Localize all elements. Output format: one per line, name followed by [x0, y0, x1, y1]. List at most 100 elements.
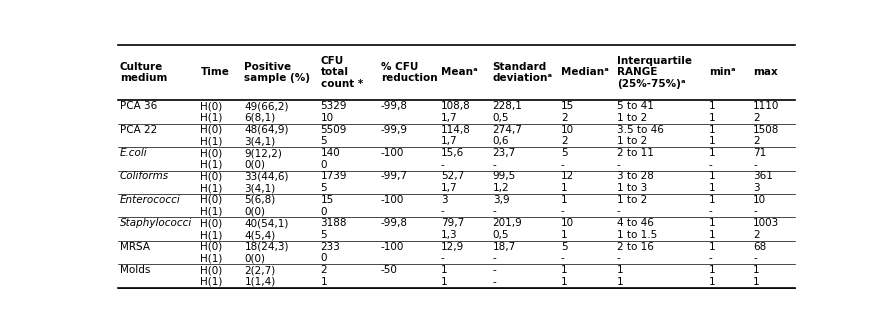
Text: 228,1: 228,1 — [493, 101, 523, 111]
Text: 18(24,3): 18(24,3) — [244, 242, 289, 252]
Text: -50: -50 — [380, 265, 397, 275]
Text: 1(1,4): 1(1,4) — [244, 277, 275, 287]
Text: 15: 15 — [321, 195, 334, 205]
Text: 2(2,7): 2(2,7) — [244, 265, 275, 275]
Text: H(1): H(1) — [200, 183, 223, 193]
Text: CFU
total
count *: CFU total count * — [321, 56, 363, 89]
Text: 1: 1 — [709, 195, 715, 205]
Text: 12,9: 12,9 — [441, 242, 464, 252]
Text: 140: 140 — [321, 148, 340, 158]
Text: 10: 10 — [753, 195, 766, 205]
Text: 3(4,1): 3(4,1) — [244, 136, 275, 146]
Text: 1508: 1508 — [753, 125, 780, 135]
Text: 1: 1 — [709, 113, 715, 123]
Text: 1: 1 — [441, 277, 447, 287]
Text: 5509: 5509 — [321, 125, 347, 135]
Text: 18,7: 18,7 — [493, 242, 516, 252]
Text: 2: 2 — [753, 230, 760, 240]
Text: 23,7: 23,7 — [493, 148, 516, 158]
Text: -: - — [753, 253, 756, 264]
Text: PCA 22: PCA 22 — [119, 125, 157, 135]
Text: H(1): H(1) — [200, 207, 223, 216]
Text: 6(8,1): 6(8,1) — [244, 113, 275, 123]
Text: H(0): H(0) — [200, 265, 223, 275]
Text: 2 to 16: 2 to 16 — [617, 242, 654, 252]
Text: 2: 2 — [560, 113, 568, 123]
Text: 0: 0 — [321, 207, 327, 216]
Text: 1: 1 — [709, 125, 715, 135]
Text: -: - — [493, 160, 496, 170]
Text: 15,6: 15,6 — [441, 148, 464, 158]
Text: 10: 10 — [321, 113, 334, 123]
Text: Meanᵃ: Meanᵃ — [441, 67, 478, 77]
Text: 1,7: 1,7 — [441, 136, 457, 146]
Text: 114,8: 114,8 — [441, 125, 470, 135]
Text: 9(12,2): 9(12,2) — [244, 148, 282, 158]
Text: Molds: Molds — [119, 265, 150, 275]
Text: 40(54,1): 40(54,1) — [244, 218, 289, 228]
Text: H(1): H(1) — [200, 113, 223, 123]
Text: 1: 1 — [560, 183, 568, 193]
Text: -: - — [709, 253, 713, 264]
Text: H(0): H(0) — [200, 171, 223, 181]
Text: 233: 233 — [321, 242, 340, 252]
Text: 361: 361 — [753, 171, 772, 181]
Text: H(0): H(0) — [200, 125, 223, 135]
Text: 1: 1 — [709, 183, 715, 193]
Text: 1: 1 — [709, 136, 715, 146]
Text: minᵃ: minᵃ — [709, 67, 736, 77]
Text: -100: -100 — [380, 242, 404, 252]
Text: H(0): H(0) — [200, 101, 223, 111]
Text: 1,2: 1,2 — [493, 183, 510, 193]
Text: 0,5: 0,5 — [493, 113, 510, 123]
Text: 5: 5 — [321, 230, 327, 240]
Text: 1: 1 — [709, 148, 715, 158]
Text: Culture
medium: Culture medium — [119, 62, 167, 83]
Text: 2 to 11: 2 to 11 — [617, 148, 654, 158]
Text: 201,9: 201,9 — [493, 218, 522, 228]
Text: Interquartile
RANGE
(25%-75%)ᵃ: Interquartile RANGE (25%-75%)ᵃ — [617, 56, 692, 89]
Text: E.coli: E.coli — [119, 148, 147, 158]
Text: 10: 10 — [560, 218, 574, 228]
Text: PCA 36: PCA 36 — [119, 101, 157, 111]
Text: -: - — [617, 253, 621, 264]
Text: 49(66,2): 49(66,2) — [244, 101, 289, 111]
Text: 0: 0 — [321, 253, 327, 264]
Text: H(0): H(0) — [200, 242, 223, 252]
Text: Enterococci: Enterococci — [119, 195, 180, 205]
Text: -100: -100 — [380, 148, 404, 158]
Text: -: - — [493, 253, 496, 264]
Text: Staphylococci: Staphylococci — [119, 218, 192, 228]
Text: 1: 1 — [709, 265, 715, 275]
Text: 48(64,9): 48(64,9) — [244, 125, 289, 135]
Text: -99,9: -99,9 — [380, 125, 407, 135]
Text: 4(5,4): 4(5,4) — [244, 230, 275, 240]
Text: Positive
sample (%): Positive sample (%) — [244, 62, 310, 83]
Text: H(1): H(1) — [200, 277, 223, 287]
Text: 1: 1 — [560, 195, 568, 205]
Text: H(1): H(1) — [200, 136, 223, 146]
Text: -: - — [753, 207, 756, 216]
Text: 1110: 1110 — [753, 101, 780, 111]
Text: 1,7: 1,7 — [441, 183, 457, 193]
Text: 33(44,6): 33(44,6) — [244, 171, 289, 181]
Text: 0,6: 0,6 — [493, 136, 510, 146]
Text: 5(6,8): 5(6,8) — [244, 195, 275, 205]
Text: Standard
deviationᵃ: Standard deviationᵃ — [493, 62, 553, 83]
Text: H(0): H(0) — [200, 148, 223, 158]
Text: 2: 2 — [560, 136, 568, 146]
Text: -: - — [709, 207, 713, 216]
Text: 4 to 46: 4 to 46 — [617, 218, 654, 228]
Text: -: - — [441, 253, 445, 264]
Text: 2: 2 — [753, 113, 760, 123]
Text: Medianᵃ: Medianᵃ — [560, 67, 609, 77]
Text: H(1): H(1) — [200, 253, 223, 264]
Text: 274,7: 274,7 — [493, 125, 523, 135]
Text: 3.5 to 46: 3.5 to 46 — [617, 125, 664, 135]
Text: 0: 0 — [321, 160, 327, 170]
Text: 3: 3 — [753, 183, 760, 193]
Text: 2: 2 — [321, 265, 327, 275]
Text: 15: 15 — [560, 101, 574, 111]
Text: 1: 1 — [753, 277, 760, 287]
Text: -99,7: -99,7 — [380, 171, 407, 181]
